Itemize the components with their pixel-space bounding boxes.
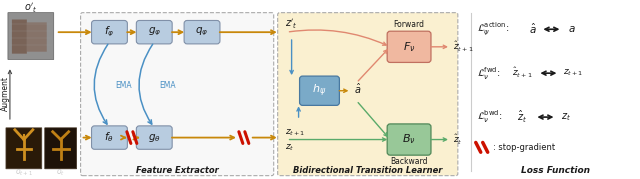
FancyBboxPatch shape — [92, 20, 127, 44]
Text: $\hat{z}_t$: $\hat{z}_t$ — [453, 132, 463, 147]
Text: Augment: Augment — [1, 76, 10, 111]
Text: $f_\theta$: $f_\theta$ — [104, 131, 115, 144]
Text: $o_{t+1}$: $o_{t+1}$ — [15, 168, 33, 178]
Text: EMA: EMA — [159, 81, 175, 90]
Text: $z_{t+1}$: $z_{t+1}$ — [285, 127, 305, 138]
Text: Backward: Backward — [390, 156, 428, 166]
Text: $f_\varphi$: $f_\varphi$ — [104, 25, 115, 39]
FancyBboxPatch shape — [6, 128, 42, 169]
Text: $\mathcal{L}_\psi^{\mathrm{action}}$:: $\mathcal{L}_\psi^{\mathrm{action}}$: — [477, 21, 509, 38]
FancyBboxPatch shape — [387, 124, 431, 155]
Text: : stop-gradient: : stop-gradient — [493, 143, 555, 152]
FancyBboxPatch shape — [27, 22, 47, 52]
FancyBboxPatch shape — [387, 31, 431, 62]
Text: $q_\varphi$: $q_\varphi$ — [195, 26, 209, 38]
Text: $g_\varphi$: $g_\varphi$ — [148, 26, 161, 38]
FancyBboxPatch shape — [12, 20, 27, 54]
Text: $\mathcal{L}_\nu^{\mathrm{fwd}}$:: $\mathcal{L}_\nu^{\mathrm{fwd}}$: — [477, 65, 500, 82]
Text: $z_t$: $z_t$ — [561, 111, 572, 123]
Text: $z'_t$: $z'_t$ — [285, 18, 298, 31]
Text: Bidirectional Transition Learner: Bidirectional Transition Learner — [292, 166, 442, 175]
Text: $\hat{a}$: $\hat{a}$ — [529, 22, 536, 36]
Text: $\hat{z}_t$: $\hat{z}_t$ — [518, 109, 527, 125]
Text: $z_t$: $z_t$ — [285, 142, 294, 153]
Text: $o'_t$: $o'_t$ — [24, 1, 38, 14]
FancyBboxPatch shape — [45, 128, 77, 169]
Text: EMA: EMA — [115, 81, 132, 90]
Text: $F_\nu$: $F_\nu$ — [403, 40, 415, 54]
FancyBboxPatch shape — [81, 13, 274, 176]
Text: $a$: $a$ — [568, 24, 576, 34]
Text: $B_\nu$: $B_\nu$ — [402, 133, 416, 146]
FancyBboxPatch shape — [278, 13, 458, 176]
FancyBboxPatch shape — [184, 20, 220, 44]
Text: Loss Function: Loss Function — [521, 166, 590, 175]
Text: Forward: Forward — [394, 20, 424, 29]
Text: $\hat{z}_{t+1}$: $\hat{z}_{t+1}$ — [512, 66, 533, 80]
Text: $\hat{a}$: $\hat{a}$ — [353, 82, 361, 96]
FancyBboxPatch shape — [136, 126, 172, 149]
Text: $z_{t+1}$: $z_{t+1}$ — [563, 68, 584, 78]
Text: $h_\psi$: $h_\psi$ — [312, 83, 326, 99]
Text: $g_\theta$: $g_\theta$ — [148, 132, 161, 144]
Text: $\hat{z}_{t+1}$: $\hat{z}_{t+1}$ — [453, 40, 474, 54]
Text: Feature Extractor: Feature Extractor — [136, 166, 218, 175]
FancyBboxPatch shape — [8, 13, 54, 59]
FancyBboxPatch shape — [300, 76, 339, 105]
Text: $o_t$: $o_t$ — [56, 168, 65, 178]
FancyBboxPatch shape — [136, 20, 172, 44]
FancyBboxPatch shape — [92, 126, 127, 149]
Text: $\mathcal{L}_\nu^{\mathrm{bwd}}$:: $\mathcal{L}_\nu^{\mathrm{bwd}}$: — [477, 109, 502, 125]
